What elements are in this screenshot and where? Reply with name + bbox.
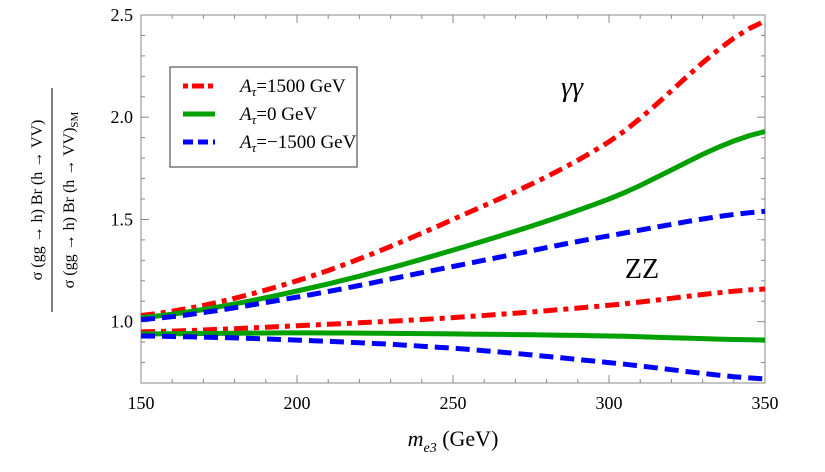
x-tick-label: 350 <box>752 393 779 413</box>
legend-label: Aτ=0 GeV <box>238 104 317 127</box>
y-tick-label: 2.5 <box>111 5 134 25</box>
y-tick-label: 1.5 <box>111 209 134 229</box>
y-tick-label: 2.0 <box>111 107 134 127</box>
y-tick-label: 1.0 <box>111 312 134 332</box>
series-line-γγ-0 <box>140 18 767 318</box>
y-label-numerator: σ (gg → h) Br (h → VV) <box>29 120 46 281</box>
series-line-ZZ-3 <box>140 286 766 335</box>
y-label-denominator: σ (gg → h) Br (h → VV)SM <box>61 111 81 288</box>
annotation-gamma-gamma: γγ <box>561 72 584 103</box>
legend-label: Aτ=1500 GeV <box>238 76 346 99</box>
annotation-zz: ZZ <box>625 254 659 285</box>
series-line-γγ-1 <box>140 129 766 321</box>
series-line-γγ-2 <box>140 208 766 323</box>
series-line-ZZ-4 <box>141 330 766 343</box>
x-axis-label: me3 (GeV) <box>408 426 499 456</box>
series-line-ZZ-5 <box>140 333 766 382</box>
x-tick-label: 200 <box>284 393 311 413</box>
x-tick-label: 150 <box>128 393 155 413</box>
x-tick-label: 300 <box>596 393 623 413</box>
x-tick-label: 250 <box>440 393 467 413</box>
y-axis-label: σ (gg → h) Br (h → VV) σ (gg → h) Br (h →… <box>29 88 81 312</box>
legend-label: Aτ=−1500 GeV <box>238 132 357 155</box>
